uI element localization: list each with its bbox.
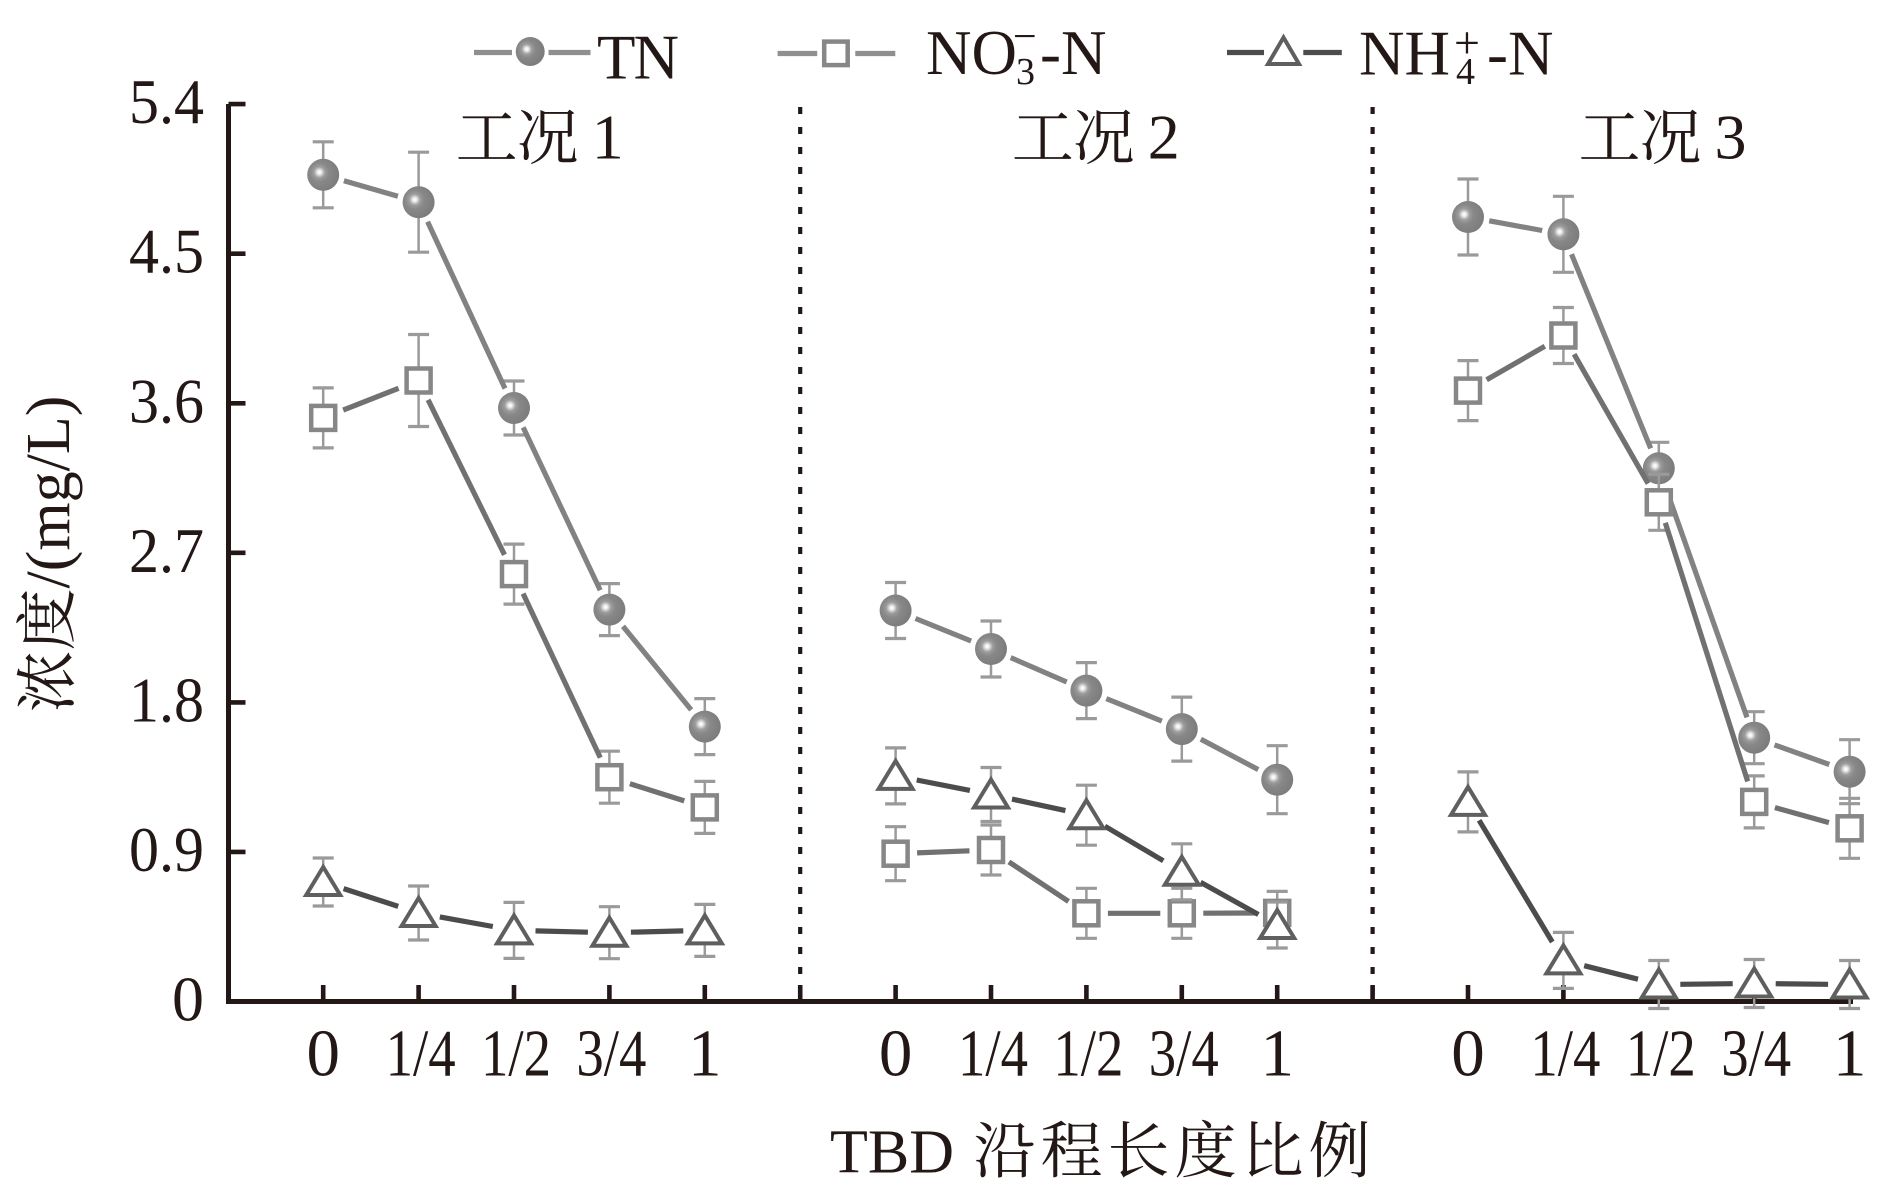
svg-text:1/4: 1/4 (386, 1017, 456, 1091)
svg-text:0.9: 0.9 (129, 814, 204, 885)
svg-text:3: 3 (1016, 51, 1035, 93)
svg-text:1/4: 1/4 (958, 1017, 1028, 1091)
svg-text:1: 1 (1260, 1017, 1294, 1091)
svg-text:-N: -N (1487, 19, 1553, 89)
svg-text:4.5: 4.5 (129, 216, 204, 287)
svg-text:/(mg/L): /(mg/L) (15, 396, 83, 589)
svg-text:2.7: 2.7 (129, 515, 204, 586)
svg-text:3: 3 (1715, 102, 1747, 173)
svg-text:3.6: 3.6 (129, 365, 204, 436)
svg-text:5.4: 5.4 (129, 66, 204, 137)
svg-text:1: 1 (688, 1017, 722, 1091)
svg-text:1: 1 (592, 102, 624, 173)
svg-text:NO: NO (926, 18, 1017, 88)
svg-text:1/2: 1/2 (1053, 1017, 1123, 1091)
svg-text:0: 0 (172, 964, 204, 1035)
svg-text:0: 0 (1451, 1017, 1485, 1091)
svg-text:TN: TN (597, 23, 678, 93)
svg-text:NH: NH (1359, 19, 1450, 89)
svg-text:2: 2 (1148, 102, 1180, 173)
svg-text:4: 4 (1456, 51, 1475, 93)
svg-text:1.8: 1.8 (129, 664, 204, 735)
svg-text:3/4: 3/4 (1149, 1017, 1219, 1091)
svg-text:3/4: 3/4 (576, 1017, 646, 1091)
svg-text:3/4: 3/4 (1721, 1017, 1791, 1091)
svg-text:0: 0 (306, 1017, 340, 1091)
svg-text:-N: -N (1040, 18, 1106, 88)
svg-text:TBD: TBD (830, 1119, 954, 1187)
svg-text:1/4: 1/4 (1530, 1017, 1600, 1091)
svg-text:1: 1 (1833, 1017, 1867, 1091)
svg-text:1/2: 1/2 (1626, 1017, 1696, 1091)
svg-text:1/2: 1/2 (481, 1017, 551, 1091)
svg-text:−: − (1013, 14, 1037, 60)
svg-text:0: 0 (879, 1017, 913, 1091)
svg-text:+: + (1454, 17, 1480, 68)
